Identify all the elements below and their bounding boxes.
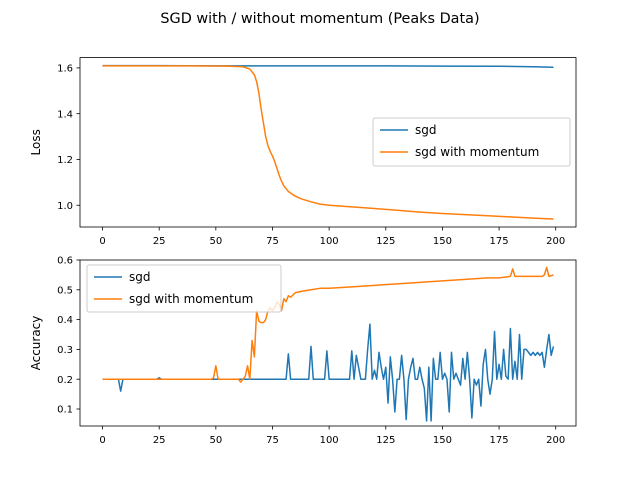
- accuracy-x-tick-label: 150: [433, 435, 452, 446]
- accuracy-axes-frame: [79, 259, 577, 427]
- accuracy-y-tick-label: 0.3: [57, 345, 73, 356]
- loss-x-tick-label: 100: [320, 236, 339, 247]
- loss-y-tick-label: 1.2: [57, 155, 73, 166]
- loss-x-ticks: 0 25 50 75 100 125 150 175 200: [99, 227, 565, 247]
- accuracy-x-tick-label: 125: [376, 435, 395, 446]
- loss-series-lines: [102, 64, 554, 220]
- loss-y-tick-label: 1.4: [57, 109, 73, 120]
- accuracy-y-tick-label: 0.6: [57, 256, 73, 267]
- accuracy-legend-box: [86, 264, 282, 313]
- loss-legend-label-sgd: sgd: [415, 123, 437, 137]
- accuracy-series-lines: [102, 266, 555, 422]
- loss-x-tick-label: 150: [433, 236, 452, 247]
- accuracy-x-tick-label: 50: [209, 435, 222, 446]
- accuracy-series-line-sgd-momentum: [102, 266, 554, 383]
- loss-axes-frame: [79, 57, 577, 228]
- loss-y-axis-label: Loss: [29, 129, 43, 155]
- loss-x-tick-label: 200: [546, 236, 565, 247]
- accuracy-y-ticks: 0.1 0.2 0.3 0.4 0.5 0.6: [57, 256, 80, 416]
- accuracy-y-tick-label: 0.4: [57, 315, 73, 326]
- loss-x-tick-label: 0: [99, 236, 105, 247]
- loss-series-line-sgd-momentum: [102, 65, 554, 220]
- accuracy-y-axis-label: Accuracy: [29, 316, 43, 371]
- accuracy-subplot: 0 25 50 75 100 125 150 175 200 0.10.20.30.40.50.…: [29, 256, 577, 446]
- figure-title: SGD with / without momentum (Peaks Data): [160, 11, 479, 27]
- accuracy-y-tick-label: 0.1: [57, 405, 73, 416]
- accuracy-x-tick-label: 200: [546, 435, 565, 446]
- loss-x-tick-label: 175: [490, 236, 509, 247]
- loss-y-tick-label: 1.0: [57, 201, 73, 212]
- accuracy-x-tick-label: 25: [153, 435, 166, 446]
- accuracy-legend: sgd sgd with momentum: [86, 264, 282, 313]
- accuracy-x-tick-label: 100: [320, 435, 339, 446]
- accuracy-y-tick-label: 0.2: [57, 375, 73, 386]
- loss-x-tick-label: 25: [153, 236, 166, 247]
- loss-x-tick-label: 50: [209, 236, 222, 247]
- loss-subplot: 0 25 50 75 100 125 150 175 200 1.0 1.2 1.4 1.6 Loss…: [29, 57, 577, 247]
- loss-legend-box: [372, 117, 571, 167]
- accuracy-x-tick-label: 0: [99, 435, 105, 446]
- accuracy-x-tick-label: 175: [490, 435, 509, 446]
- accuracy-series-line-sgd: [102, 323, 555, 422]
- loss-x-tick-label: 75: [266, 236, 279, 247]
- accuracy-legend-label-sgd: sgd: [129, 270, 151, 284]
- accuracy-x-tick-label: 75: [266, 435, 279, 446]
- loss-legend-label-sgd-momentum: sgd with momentum: [415, 145, 539, 159]
- loss-x-tick-label: 125: [376, 236, 395, 247]
- loss-y-ticks: 1.0 1.2 1.4 1.6: [57, 64, 80, 212]
- loss-y-tick-label: 1.6: [57, 64, 73, 75]
- loss-legend: sgd sgd with momentum: [372, 117, 571, 167]
- accuracy-y-tick-label: 0.5: [57, 285, 73, 296]
- accuracy-x-ticks: 0 25 50 75 100 125 150 175 200: [99, 426, 565, 446]
- accuracy-legend-label-sgd-momentum: sgd with momentum: [129, 292, 253, 306]
